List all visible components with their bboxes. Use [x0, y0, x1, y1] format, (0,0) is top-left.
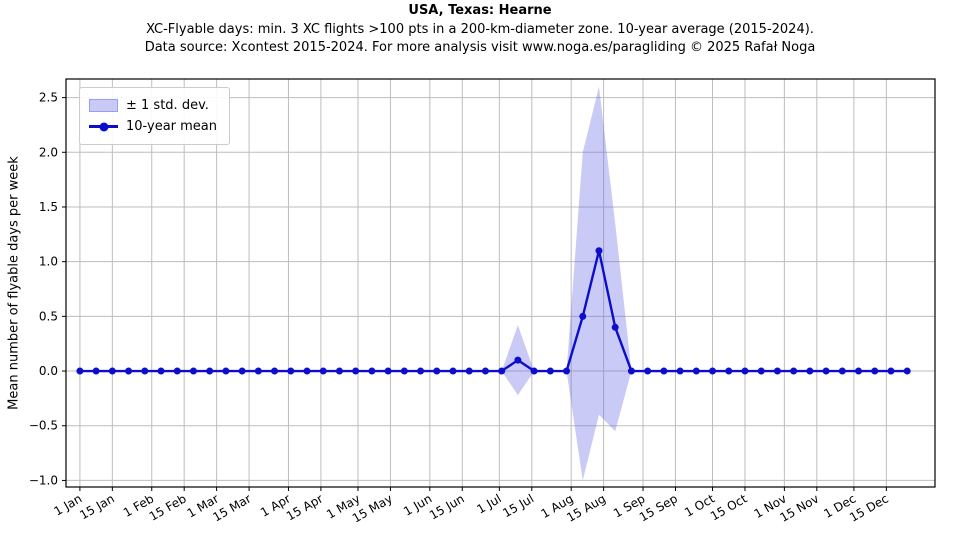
std-band-swatch [89, 99, 118, 112]
y-axis-ticks: −1.0 −0.5 0.0 0.5 1.0 1.5 2.0 2.5 [29, 91, 66, 487]
legend-item-std-band: ± 1 std. dev. [89, 95, 217, 116]
svg-text:−0.5: −0.5 [29, 419, 58, 433]
svg-text:−1.0: −1.0 [29, 473, 58, 487]
svg-text:2.0: 2.0 [39, 145, 58, 159]
svg-text:15 Oct: 15 Oct [708, 491, 750, 523]
axes-border [65, 78, 936, 488]
chart-title: USA, Texas: Hearne [408, 3, 552, 18]
svg-text:15 Feb: 15 Feb [147, 491, 189, 523]
chart-subtitle-source: Data source: Xcontest 2015-2024. For mor… [144, 40, 816, 55]
mean-markers [76, 247, 911, 375]
svg-text:0.5: 0.5 [39, 309, 58, 323]
svg-text:2.5: 2.5 [39, 91, 58, 105]
chart-legend: ± 1 std. dev. 10-year mean [79, 87, 231, 145]
svg-text:1.5: 1.5 [39, 200, 58, 214]
svg-text:1 Jul: 1 Jul [474, 491, 503, 516]
svg-text:15 Jul: 15 Jul [500, 491, 536, 520]
svg-text:15 Apr: 15 Apr [284, 491, 326, 523]
mean-line [79, 249, 908, 373]
grid-lines [66, 79, 935, 487]
legend-label-std: ± 1 std. dev. [126, 97, 209, 113]
svg-text:15 Jan: 15 Jan [77, 491, 117, 522]
mean-line-swatch [89, 122, 118, 131]
svg-text:1.0: 1.0 [39, 255, 58, 269]
svg-text:15 Jun: 15 Jun [427, 491, 467, 522]
mean-marker-dot [99, 122, 108, 131]
chart-subtitle-method: XC-Flyable days: min. 3 XC flights >100 … [146, 22, 814, 37]
svg-text:0.0: 0.0 [39, 364, 58, 378]
legend-item-mean: 10-year mean [89, 116, 217, 137]
legend-label-mean: 10-year mean [126, 118, 218, 134]
std-dev-band [79, 86, 908, 481]
